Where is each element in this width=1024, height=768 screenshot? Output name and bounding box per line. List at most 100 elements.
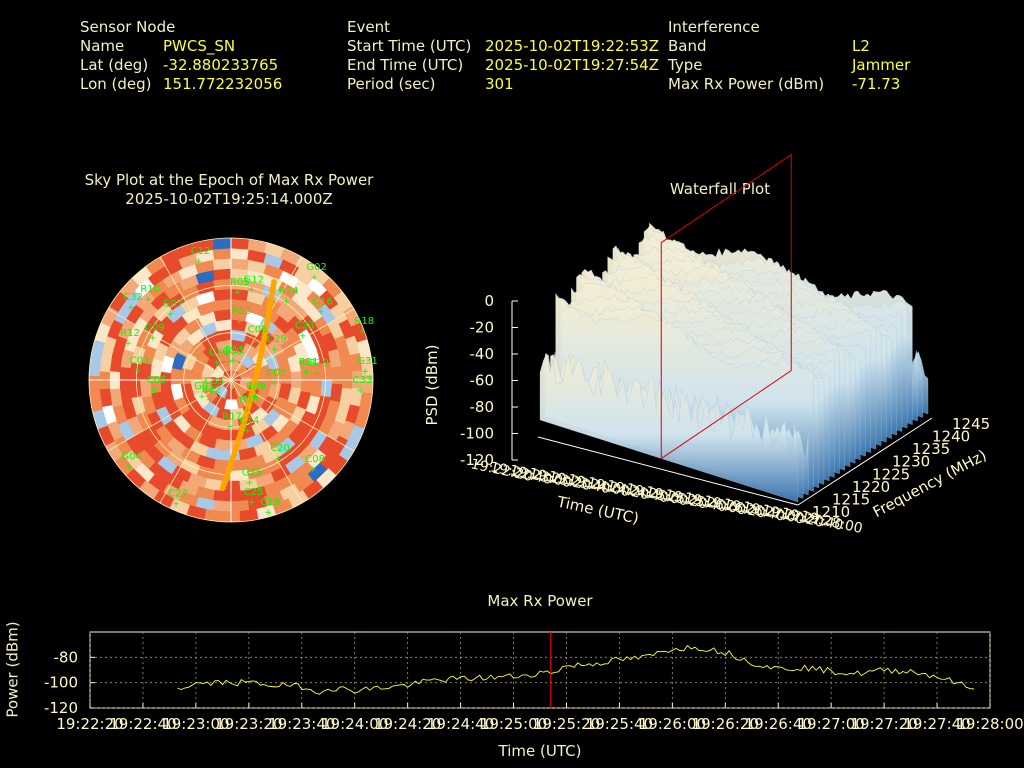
satellite-label: R11 xyxy=(225,345,245,356)
satellite-marker: + xyxy=(198,392,206,402)
power-xtick-label: 19:28:00 xyxy=(956,715,1023,733)
power-grid xyxy=(89,631,991,709)
satellite-marker: + xyxy=(195,257,203,267)
frequency-tick-label: 1240 xyxy=(932,428,970,446)
epoch-marker-plane xyxy=(660,153,792,460)
satellite-label: C32 xyxy=(123,292,143,303)
satellite-marker: + xyxy=(283,297,291,307)
satellite-label: C16 xyxy=(313,296,333,307)
satellite-label: G12 xyxy=(244,275,264,286)
satellite-marker: + xyxy=(246,478,254,488)
satellite-label: G04 xyxy=(121,452,141,463)
sensor-name-label: Name xyxy=(80,37,125,55)
sensor-title: Sensor Node xyxy=(80,18,176,36)
power-series xyxy=(177,632,975,708)
satellite-marker: + xyxy=(248,286,256,296)
satellite-label: R21 xyxy=(299,357,319,368)
azimuth-spoke xyxy=(107,379,232,452)
power-xtick-label: 19:23:00 xyxy=(162,715,229,733)
satellite-marker: + xyxy=(229,356,237,366)
satellite-label: R09 xyxy=(246,382,266,393)
jammer-track xyxy=(219,279,277,491)
satellite-label: C33 xyxy=(352,375,372,386)
power-xtick-label: 19:22:20 xyxy=(56,715,123,733)
psd-tick-label: -80 xyxy=(470,398,495,416)
power-series-line xyxy=(177,644,975,695)
satellite-marker: + xyxy=(250,393,258,403)
satellite-marker: + xyxy=(234,288,242,298)
interference-type-label: Type xyxy=(668,56,703,74)
satellite-marker: + xyxy=(264,508,272,518)
event-start-value: 2025-10-02T19:22:53Z xyxy=(485,37,659,55)
sensor-lon-label: Lon (deg) xyxy=(80,75,152,93)
event-start-label: Start Time (UTC) xyxy=(347,37,472,55)
event-end-value: 2025-10-02T19:27:54Z xyxy=(485,56,659,74)
satellite-label: C34 xyxy=(209,348,229,359)
satellite-marker: + xyxy=(134,367,142,377)
sky-grid xyxy=(88,237,374,523)
satellite-label: G10 xyxy=(222,346,242,357)
frequency-axis xyxy=(797,417,933,506)
satellite-marker: + xyxy=(244,426,252,436)
power-xtick-label: 19:23:20 xyxy=(215,715,282,733)
satellite-label: R22 xyxy=(202,384,222,395)
azimuth-spoke xyxy=(230,308,355,381)
psd-tick-label: -60 xyxy=(470,372,495,390)
satellite-marker: + xyxy=(299,332,307,342)
satellite-label: G02 xyxy=(306,262,326,273)
power-xtick-label: 19:25:00 xyxy=(480,715,547,733)
psd-tick-label: -40 xyxy=(470,345,495,363)
satellite-label: R17 xyxy=(222,412,242,423)
satellite-marker: + xyxy=(236,317,244,327)
satellite-label: C20 xyxy=(270,443,290,454)
satellite-label: C02 xyxy=(266,368,286,379)
satellite-marker: + xyxy=(303,368,311,378)
azimuth-spoke xyxy=(107,308,232,381)
interference-band-label: Band xyxy=(668,37,707,55)
psd-tick-label: -100 xyxy=(460,425,494,443)
power-xtick-label: 19:26:20 xyxy=(692,715,759,733)
satellite-marker: + xyxy=(361,367,369,377)
satellite-label: C06 xyxy=(147,375,167,386)
power-ytick-label: -120 xyxy=(44,699,78,717)
satellite-marker: + xyxy=(167,310,175,320)
satellite-marker: + xyxy=(309,465,317,475)
interference-power-value: -71.73 xyxy=(852,75,901,93)
satellite-label: R05 xyxy=(230,277,250,288)
power-ylabel: Power (dBm) xyxy=(3,621,22,718)
power-chart-title: Max Rx Power xyxy=(487,592,593,610)
power-xtick-label: 19:25:40 xyxy=(586,715,653,733)
satellite-label: R19 xyxy=(309,358,329,369)
power-ytick-label: -80 xyxy=(54,648,79,666)
power-xtick-label: 19:25:20 xyxy=(533,715,600,733)
satellite-label: C03 xyxy=(130,356,150,367)
event-end-label: End Time (UTC) xyxy=(347,56,464,74)
frequency-tick-label: 1230 xyxy=(892,453,930,471)
satellite-marker: + xyxy=(172,500,180,510)
sensor-lat-value: -32.880233765 xyxy=(163,56,279,74)
power-ytick-label: -100 xyxy=(44,674,78,692)
skyplot-title: Sky Plot at the Epoch of Max Rx Power xyxy=(84,171,374,189)
power-xtick-label: 19:24:20 xyxy=(374,715,441,733)
satellite-label: G01 xyxy=(194,381,214,392)
satellite-label: R03 xyxy=(232,306,252,317)
power-xlabel: Time (UTC) xyxy=(498,742,582,760)
satellite-marker: + xyxy=(271,345,279,355)
satellite-label: C12 xyxy=(191,246,211,257)
frequency-tick-label: 1210 xyxy=(812,503,850,521)
frequency-tick-label: 1225 xyxy=(872,465,910,483)
satellite-marker: + xyxy=(149,333,157,343)
satellite-marker: + xyxy=(209,387,217,397)
satellite-label: C35 xyxy=(205,376,225,387)
event-period-label: Period (sec) xyxy=(347,75,436,93)
satellite-label: C14 xyxy=(240,415,260,426)
satellite-marker: + xyxy=(151,386,159,396)
satellite-marker: + xyxy=(213,359,221,369)
power-xtick-label: 19:23:40 xyxy=(268,715,335,733)
satellite-marker: + xyxy=(270,379,278,389)
frequency-tick-label: 1215 xyxy=(832,490,870,508)
satellite-label: C05 xyxy=(248,325,268,336)
psd-axis-label: PSD (dBm) xyxy=(423,344,441,425)
waterfall-surface xyxy=(539,153,929,503)
